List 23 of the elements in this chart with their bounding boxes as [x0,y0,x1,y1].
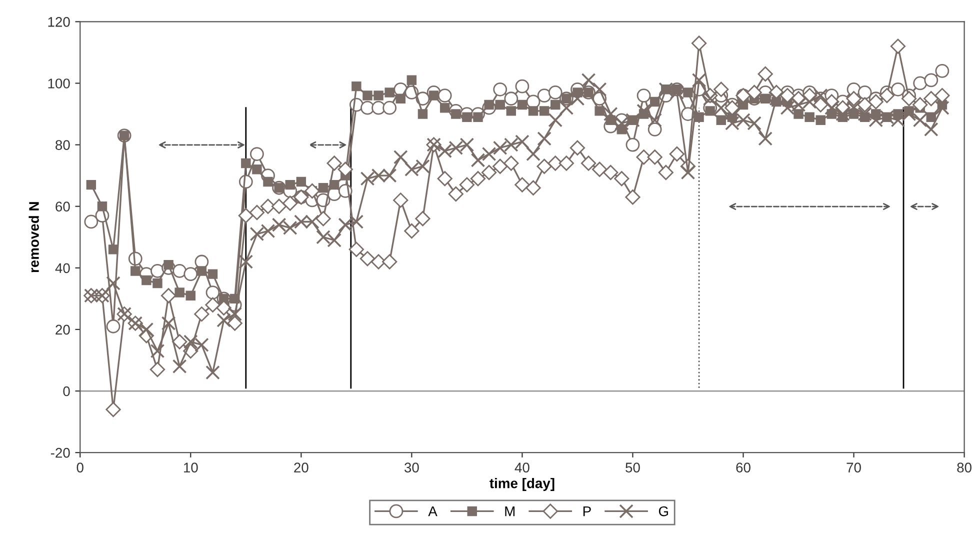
x-tick-label: 0 [76,462,84,472]
x-tick-label: 20 [294,462,308,472]
y-tick-label: -20 [50,448,70,458]
y-tick-label: 120 [48,17,70,27]
legend-label: P [583,506,591,516]
legend-label: M [505,506,515,516]
legend-label: G [658,506,668,516]
x-tick-label: 70 [846,462,861,472]
y-tick-label: 0 [63,386,70,396]
y-axis-title: removed N [28,202,39,272]
legend-label: A [428,506,438,516]
x-tick-label: 40 [514,462,530,472]
x-tick-label: 10 [184,462,198,472]
y-tick-label: 40 [55,263,70,274]
y-tick-label: 20 [56,324,70,335]
y-tick-label: 60 [56,202,70,212]
y-tick-label: 100 [48,78,70,88]
x-tick-label: 50 [626,462,640,472]
x-tick-label: 60 [736,462,750,472]
x-tick-label: 80 [957,462,972,472]
x-tick-label: 30 [404,462,419,472]
x-axis-title: time [day] [490,478,554,491]
y-tick-label: 80 [56,140,70,150]
